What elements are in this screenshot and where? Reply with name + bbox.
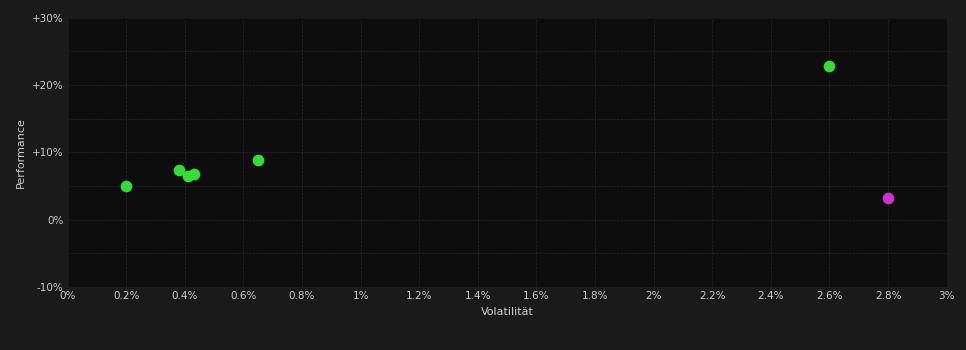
X-axis label: Volatilität: Volatilität [481,307,533,317]
Point [180,173,195,178]
Point [119,183,134,189]
Point [822,63,838,69]
Point [185,171,201,177]
Point [171,168,186,173]
Point [250,158,266,163]
Y-axis label: Performance: Performance [16,117,26,188]
Point [880,195,895,201]
